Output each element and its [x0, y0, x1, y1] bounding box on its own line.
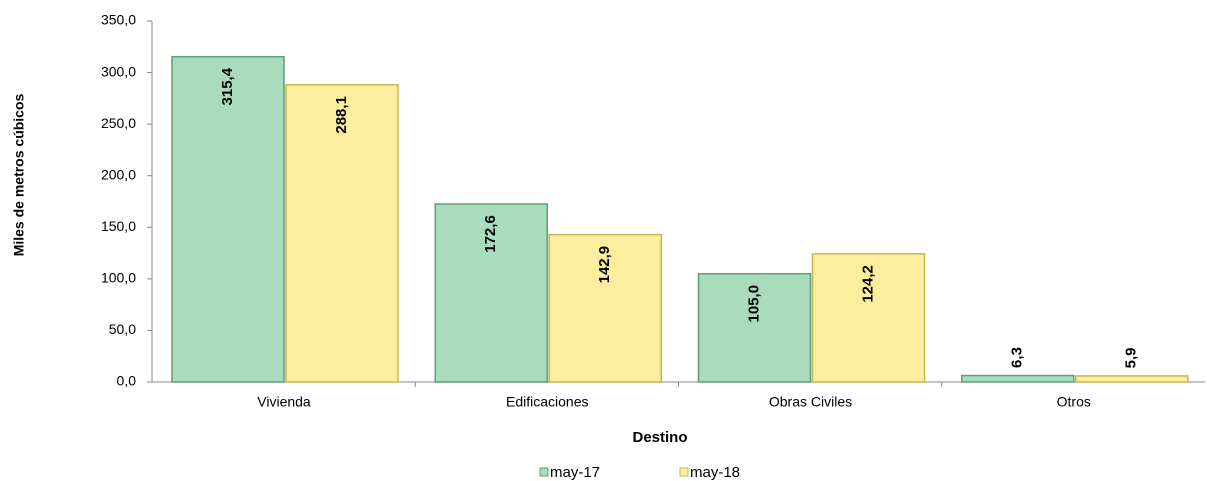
bar	[285, 84, 399, 383]
value-label: 5,9	[1123, 347, 1140, 368]
y-tick-label: 50,0	[109, 321, 136, 337]
legend-label: may-17	[550, 464, 600, 481]
x-tick-label: Obras Civiles	[769, 394, 852, 410]
legend-swatch	[679, 467, 689, 477]
legend-swatch	[539, 467, 549, 477]
value-label: 105,0	[745, 285, 762, 323]
y-tick-label: 200,0	[101, 166, 136, 182]
value-label: 142,9	[596, 246, 613, 284]
bar	[1075, 375, 1189, 383]
y-tick-label: 150,0	[101, 218, 136, 234]
bar	[961, 374, 1075, 383]
bar	[548, 233, 662, 383]
y-axis-title: Miles de metros cúbicos	[11, 93, 27, 256]
value-label: 124,2	[859, 265, 876, 303]
bar	[171, 55, 285, 383]
value-label: 172,6	[482, 215, 499, 253]
value-label: 315,4	[219, 67, 236, 105]
bar	[811, 253, 926, 383]
y-tick-label: 100,0	[101, 270, 136, 286]
y-tick-label: 350,0	[101, 12, 136, 28]
value-label: 6,3	[1009, 347, 1026, 368]
x-tick-label: Edificaciones	[506, 394, 589, 410]
bar	[434, 203, 548, 383]
x-tick-label: Vivienda	[257, 394, 311, 410]
bar	[697, 272, 812, 383]
y-tick-label: 300,0	[101, 63, 136, 79]
x-tick-label: Otros	[1057, 394, 1091, 410]
y-tick-label: 250,0	[101, 115, 136, 131]
legend-label: may-18	[690, 464, 740, 481]
x-axis-title: Destino	[632, 429, 687, 446]
y-tick-label: 0,0	[117, 373, 137, 389]
value-label: 288,1	[333, 96, 350, 134]
